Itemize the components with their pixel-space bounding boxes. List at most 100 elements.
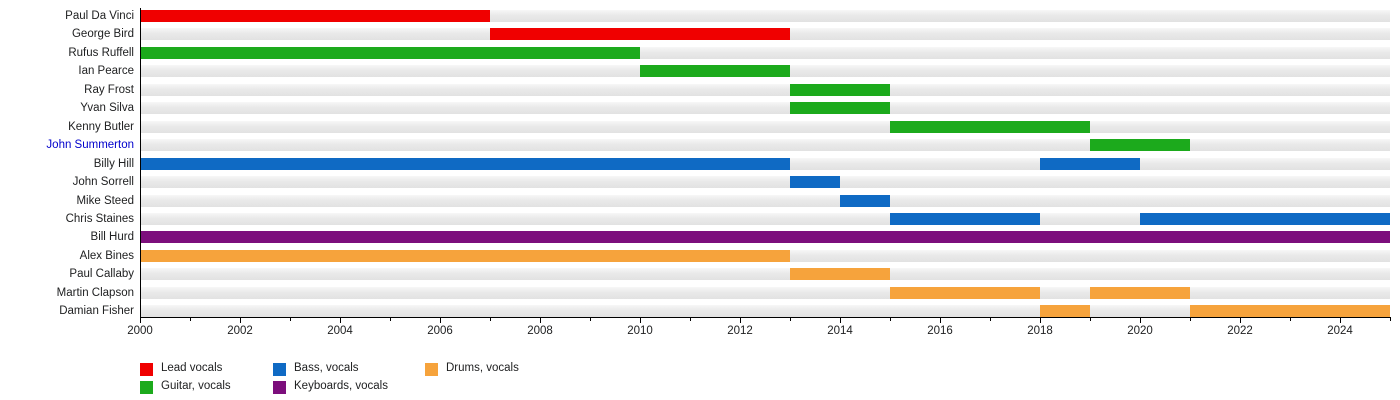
year-label-2008: 2008 — [527, 325, 553, 337]
tenure-bar — [840, 194, 890, 207]
major-tick — [440, 318, 441, 323]
row-track — [140, 194, 1390, 207]
member-label-paul-da-vinci: Paul Da Vinci — [65, 10, 134, 22]
row-track — [140, 286, 1390, 299]
year-label-2014: 2014 — [827, 325, 853, 337]
tenure-bar — [890, 286, 1040, 299]
tenure-bar — [790, 176, 840, 189]
minor-tick — [1090, 318, 1091, 321]
tenure-bar — [1090, 139, 1190, 152]
major-tick — [340, 318, 341, 323]
minor-tick — [1390, 318, 1391, 321]
legend-swatch-keyboards — [273, 381, 286, 394]
year-label-2022: 2022 — [1227, 325, 1253, 337]
year-label-2004: 2004 — [327, 325, 353, 337]
year-label-2016: 2016 — [927, 325, 953, 337]
year-label-2024: 2024 — [1327, 325, 1353, 337]
tenure-bar — [1040, 157, 1140, 170]
plot-area — [140, 0, 1391, 330]
tenure-bar — [1190, 305, 1390, 318]
member-label-john-sorrell: John Sorrell — [72, 176, 134, 189]
major-tick — [940, 318, 941, 323]
legend-label-bass: Bass, vocals — [294, 362, 359, 374]
major-tick — [1340, 318, 1341, 323]
legend-label-drums: Drums, vocals — [446, 362, 519, 374]
member-label-rufus-ruffell: Rufus Ruffell — [68, 46, 134, 59]
row-track — [140, 83, 1390, 96]
member-label-billy-hill: Billy Hill — [93, 157, 134, 170]
tenure-bar — [140, 10, 490, 22]
tenure-bar — [1040, 305, 1090, 318]
minor-tick — [890, 318, 891, 321]
minor-tick — [790, 318, 791, 321]
tenure-bar — [140, 249, 790, 262]
tenure-bar — [890, 212, 1040, 225]
minor-tick — [490, 318, 491, 321]
member-label-yvan-silva: Yvan Silva — [80, 102, 134, 115]
year-label-2006: 2006 — [427, 325, 453, 337]
major-tick — [640, 318, 641, 323]
x-axis-line — [140, 317, 1391, 318]
legend-label-lead: Lead vocals — [161, 362, 223, 374]
minor-tick — [590, 318, 591, 321]
member-label-martin-clapson: Martin Clapson — [56, 286, 134, 299]
tenure-bar — [140, 46, 640, 59]
legend-label-keyboards: Keyboards, vocals — [294, 380, 388, 392]
member-label-john-summerton[interactable]: John Summerton — [46, 139, 134, 152]
tenure-bar — [140, 231, 1390, 244]
tenure-bar — [890, 120, 1090, 133]
major-tick — [1140, 318, 1141, 323]
legend-swatch-bass — [273, 363, 286, 376]
member-label-george-bird: George Bird — [71, 28, 134, 41]
tenure-bar — [790, 83, 890, 96]
minor-tick — [990, 318, 991, 321]
tenure-bar — [790, 268, 890, 281]
member-label-paul-callaby: Paul Callaby — [69, 268, 134, 281]
tenure-bar — [640, 65, 790, 78]
year-label-2002: 2002 — [227, 325, 253, 337]
legend-swatch-guitar — [140, 381, 153, 394]
major-tick — [1240, 318, 1241, 323]
y-axis-line — [140, 8, 141, 318]
year-label-2010: 2010 — [627, 325, 653, 337]
major-tick — [240, 318, 241, 323]
tenure-bar — [1140, 212, 1390, 225]
member-label-alex-bines: Alex Bines — [79, 249, 134, 262]
legend-swatch-drums — [425, 363, 438, 376]
year-label-2020: 2020 — [1127, 325, 1153, 337]
member-label-kenny-butler: Kenny Butler — [68, 120, 134, 133]
member-label-damian-fisher: Damian Fisher — [59, 305, 134, 318]
major-tick — [840, 318, 841, 323]
major-tick — [140, 318, 141, 323]
minor-tick — [390, 318, 391, 321]
row-track — [140, 102, 1390, 115]
tenure-bar — [140, 157, 790, 170]
minor-tick — [1190, 318, 1191, 321]
member-label-bill-hurd: Bill Hurd — [90, 231, 134, 244]
tenure-bar — [790, 102, 890, 115]
minor-tick — [1290, 318, 1291, 321]
member-label-ray-frost: Ray Frost — [84, 83, 134, 96]
minor-tick — [190, 318, 191, 321]
row-track — [140, 176, 1390, 189]
major-tick — [540, 318, 541, 323]
member-label-chris-staines: Chris Staines — [65, 212, 134, 225]
minor-tick — [290, 318, 291, 321]
minor-tick — [690, 318, 691, 321]
legend-label-guitar: Guitar, vocals — [161, 380, 231, 392]
year-label-2018: 2018 — [1027, 325, 1053, 337]
tenure-bar — [1090, 286, 1190, 299]
row-track — [140, 212, 1390, 225]
year-label-2012: 2012 — [727, 325, 753, 337]
major-tick — [1040, 318, 1041, 323]
row-track — [140, 120, 1390, 133]
row-track — [140, 268, 1390, 281]
year-label-2000: 2000 — [127, 325, 153, 337]
member-label-mike-steed: Mike Steed — [76, 194, 134, 207]
member-label-ian-pearce: Ian Pearce — [78, 65, 134, 78]
row-track — [140, 139, 1390, 152]
major-tick — [740, 318, 741, 323]
tenure-bar — [490, 28, 790, 41]
legend-swatch-lead — [140, 363, 153, 376]
